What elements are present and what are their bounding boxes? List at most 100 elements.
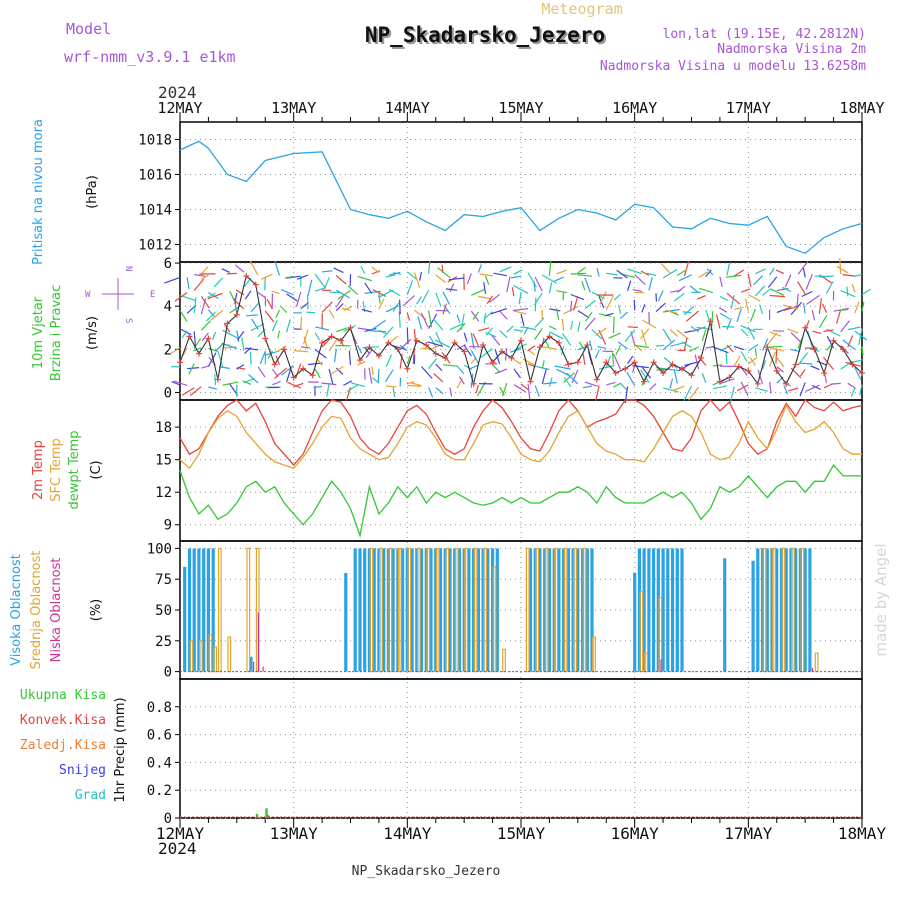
wind-arrow <box>250 302 260 313</box>
wind-arrow <box>582 353 586 365</box>
wind-arrow <box>627 326 638 328</box>
wind-arrow <box>612 316 615 334</box>
wind-arrow <box>684 305 695 316</box>
wind-arrow <box>435 363 443 372</box>
wind-arrow <box>314 287 327 292</box>
year-label-top: 2024 <box>158 83 197 102</box>
wind-arrow <box>385 354 393 367</box>
wind-title: 10m Vjetar <box>31 296 46 369</box>
station-title-shadow: NP_Skadarsko_Jezero <box>367 25 607 49</box>
cloud-low-label: Niska Oblacnost <box>49 558 64 663</box>
wind-arrow <box>641 304 646 313</box>
model-altitude-label: Nadmorska Visina u modelu 13.6258m <box>600 59 866 74</box>
wind-arrow <box>726 318 732 330</box>
wind-arrow <box>755 268 766 275</box>
wind-arrow <box>286 293 298 302</box>
wind-arrow <box>187 367 200 370</box>
wind-arrow <box>830 382 841 385</box>
wind-arrow <box>682 311 692 314</box>
bottom-day-label: 18MAY <box>838 824 887 843</box>
wind-arrow <box>442 303 448 315</box>
meteogram-label: Meteogram <box>541 0 622 18</box>
wind-arrow <box>449 283 455 293</box>
cloud-bar-mid <box>227 636 232 673</box>
wind-arrow <box>775 348 778 364</box>
wind-arrow <box>193 297 197 314</box>
wind-arrow <box>584 299 596 310</box>
wind-arrow <box>421 347 432 350</box>
wind-arrow <box>445 288 458 291</box>
wind-arrow <box>672 385 685 392</box>
wind-arrow <box>747 273 752 287</box>
bottom-day-label: 16MAY <box>611 824 660 843</box>
cloud-bar-high <box>401 548 405 672</box>
cloud-bar-high <box>419 548 424 672</box>
wind-arrow <box>399 338 412 350</box>
wind-arrow <box>335 275 347 285</box>
wind-arrow <box>486 295 494 305</box>
wind-arrow <box>581 280 586 291</box>
wind-arrow <box>561 332 572 346</box>
wind-arrow <box>350 382 365 388</box>
cloud-bar-mid <box>790 547 795 673</box>
wind-arrow <box>458 376 465 385</box>
wind-arrow <box>428 310 433 328</box>
wind-arrow <box>398 311 401 328</box>
wind-arrow <box>797 337 803 349</box>
wind-arrow <box>556 290 567 294</box>
watermark: made by Angel <box>872 543 890 656</box>
wind-arrow <box>412 348 415 365</box>
wind-arrow <box>719 312 731 320</box>
temp-dewpt-label: dewpt Temp <box>67 430 82 509</box>
svg-text:N: N <box>123 266 133 271</box>
wind-arrow <box>382 326 394 339</box>
wind-arrow <box>584 317 596 331</box>
pressure-ytick-label: 1018 <box>138 133 172 149</box>
cloud-bar-mid <box>582 547 587 673</box>
wind-arrow <box>171 381 181 386</box>
cloud-bar-high <box>675 548 679 672</box>
cloud-bar-high <box>192 548 196 672</box>
cloud-bar-high <box>538 548 542 672</box>
cloud-bar-mid <box>208 633 213 673</box>
wind-arrow <box>210 310 223 321</box>
wind-arrow <box>577 310 589 318</box>
cloud-mid-label: Srednja Oblacnost <box>29 551 44 670</box>
wind-arrow <box>470 373 474 388</box>
temp-ytick-label: 15 <box>155 453 172 469</box>
wind-arrow <box>315 326 330 331</box>
cloud-bar-high <box>808 548 812 672</box>
cloud-bar-low <box>811 667 814 672</box>
wind-arrow <box>275 309 281 318</box>
wind-arrow <box>570 272 587 275</box>
wind-arrow <box>648 383 657 391</box>
wind-arrow <box>484 275 490 285</box>
svg-text:E: E <box>150 290 155 300</box>
wind-arrow <box>548 377 553 387</box>
wind-arrow <box>170 347 181 354</box>
wind-arrow <box>410 382 422 387</box>
wind-arrow <box>222 329 238 339</box>
wind-arrow <box>715 314 721 329</box>
wind-arrow <box>244 290 252 300</box>
cloud-bar-high <box>633 573 637 672</box>
wind-arrow <box>823 356 835 370</box>
cloud-bar-high <box>187 548 192 672</box>
wind-arrow <box>193 278 205 291</box>
wind-arrow <box>701 329 707 342</box>
cloud-bar-mid <box>407 547 412 673</box>
wind-arrow <box>669 329 678 337</box>
wind-arrow <box>294 363 302 379</box>
wind-arrow <box>859 384 863 396</box>
wind-arrow <box>343 305 353 311</box>
wind-arrow <box>802 302 806 314</box>
wind-arrow <box>690 325 699 333</box>
wind-arrow <box>548 325 557 331</box>
wind-arrow <box>761 338 769 351</box>
wind-arrow <box>421 366 433 379</box>
top-day-label: 13MAY <box>271 99 316 117</box>
wind-arrow <box>839 258 842 275</box>
wind-arrow <box>513 269 523 275</box>
wind-arrow <box>201 332 209 342</box>
wind-arrow <box>406 271 418 280</box>
